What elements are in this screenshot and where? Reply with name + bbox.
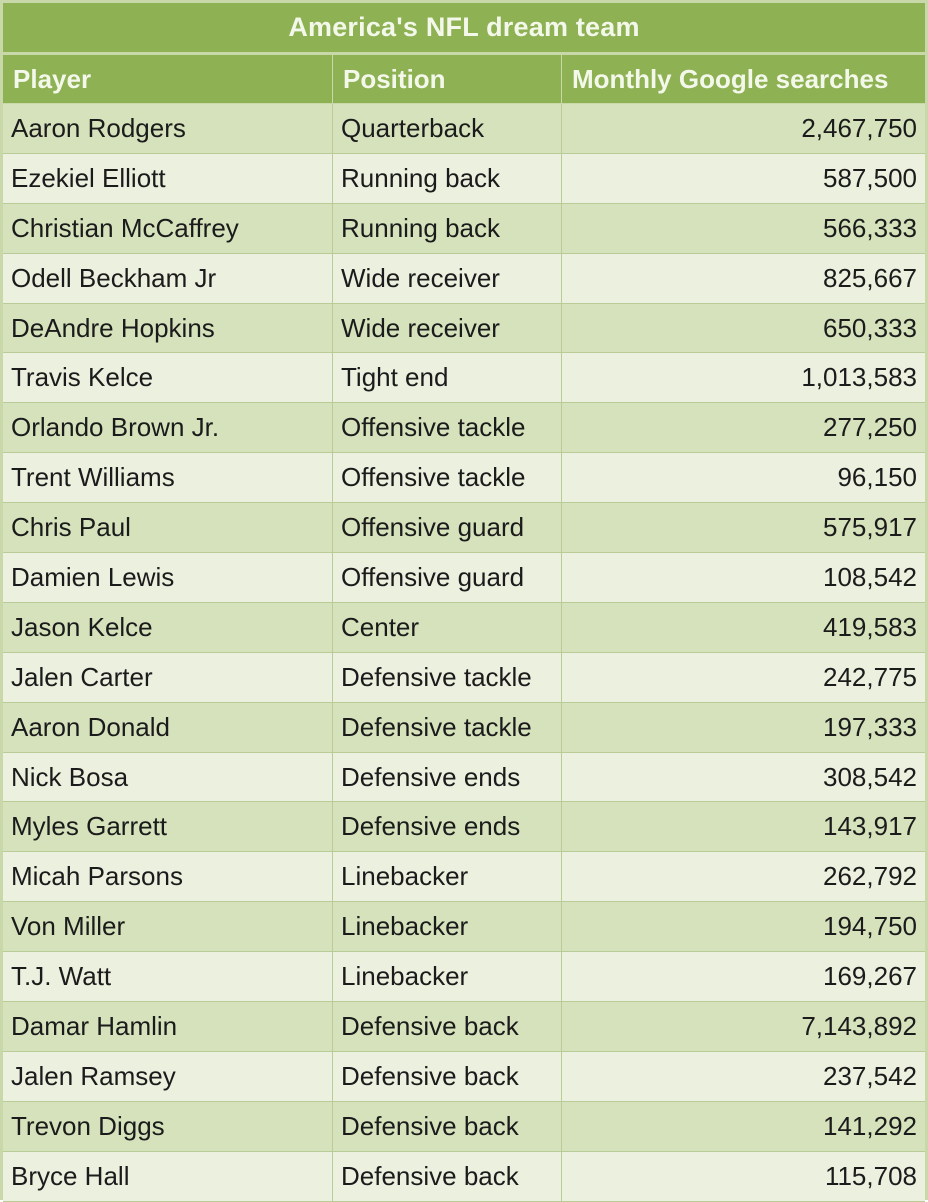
table-row: Nick Bosa Defensive ends 308,542	[3, 752, 925, 803]
searches-cell: 2,467,750	[801, 112, 917, 143]
table-title: America's NFL dream team	[3, 3, 925, 52]
table-row: Chris Paul Offensive guard 575,917	[3, 503, 925, 554]
player-cell: Damar Hamlin	[3, 1002, 333, 1051]
searches-cell: 242,775	[823, 661, 917, 692]
player-cell: Myles Garrett	[3, 802, 333, 852]
position-cell: Defensive back	[333, 1002, 562, 1051]
position-cell: Wide receiver	[333, 303, 562, 353]
header-monthly-searches: Monthly Google searches	[562, 55, 925, 103]
table-row: Bryce Hall Defensive back 115,708	[3, 1151, 925, 1202]
table-row: Aaron Rodgers Quarterback 2,467,750	[3, 104, 925, 154]
position-cell: Offensive guard	[333, 503, 562, 553]
position-cell: Defensive ends	[333, 752, 562, 802]
searches-cell: 141,292	[823, 1110, 917, 1141]
searches-cell: 108,542	[823, 561, 917, 592]
header-position: Position	[333, 55, 561, 103]
player-cell: Micah Parsons	[3, 852, 333, 902]
searches-cell: 194,750	[823, 911, 917, 942]
searches-cell: 1,013,583	[801, 362, 917, 393]
table-row: Micah Parsons Linebacker 262,792	[3, 852, 925, 903]
table-row: Trevon Diggs Defensive back 141,292	[3, 1101, 925, 1152]
player-cell: DeAndre Hopkins	[3, 303, 333, 353]
table-row: Odell Beckham Jr Wide receiver 825,667	[3, 253, 925, 304]
table-row: Damien Lewis Offensive guard 108,542	[3, 553, 925, 603]
position-cell: Linebacker	[333, 852, 562, 902]
player-cell: Odell Beckham Jr	[3, 253, 333, 303]
searches-cell: 308,542	[823, 761, 917, 792]
table-row: Von Miller Linebacker 194,750	[3, 902, 925, 953]
table-row: Jalen Ramsey Defensive back 237,542	[3, 1051, 925, 1102]
table-row: T.J. Watt Linebacker 169,267	[3, 952, 925, 1003]
table-row: Damar Hamlin Defensive back 7,143,892	[3, 1002, 925, 1052]
searches-cell: 115,708	[824, 1160, 917, 1191]
player-cell: Chris Paul	[3, 503, 333, 553]
searches-cell: 96,150	[837, 462, 917, 493]
player-cell: Aaron Rodgers	[3, 104, 333, 153]
position-cell: Running back	[333, 203, 562, 253]
player-cell: Damien Lewis	[3, 553, 333, 602]
player-cell: Nick Bosa	[3, 752, 333, 802]
player-cell: Jalen Carter	[3, 652, 333, 702]
table-row: Jalen Carter Defensive tackle 242,775	[3, 652, 925, 703]
searches-cell: 575,917	[823, 512, 917, 543]
player-cell: Bryce Hall	[3, 1151, 333, 1201]
player-cell: Christian McCaffrey	[3, 203, 333, 253]
searches-cell: 419,583	[823, 611, 917, 642]
player-cell: Trevon Diggs	[3, 1101, 333, 1151]
table-row: Ezekiel Elliott Running back 587,500	[3, 153, 925, 204]
position-cell: Center	[333, 602, 562, 652]
table-row: Myles Garrett Defensive ends 143,917	[3, 802, 925, 853]
searches-cell: 650,333	[823, 312, 917, 343]
searches-cell: 566,333	[823, 212, 917, 243]
searches-cell: 825,667	[823, 262, 917, 293]
table-row: Aaron Donald Defensive tackle 197,333	[3, 702, 925, 753]
table-body: Aaron Rodgers Quarterback 2,467,750 Ezekiel…	[3, 104, 925, 1202]
player-cell: Jalen Ramsey	[3, 1051, 333, 1101]
player-cell: T.J. Watt	[3, 952, 333, 1002]
searches-cell: 237,542	[823, 1060, 917, 1091]
searches-cell: 587,500	[823, 162, 917, 193]
searches-cell: 262,792	[823, 861, 917, 892]
position-cell: Defensive back	[333, 1151, 562, 1201]
table-row: Trent Williams Offensive tackle 96,150	[3, 453, 925, 504]
header-player: Player	[3, 55, 332, 103]
searches-cell: 7,143,892	[801, 1010, 917, 1041]
table-row: Travis Kelce Tight end 1,013,583	[3, 353, 925, 404]
position-cell: Tight end	[333, 353, 562, 403]
position-cell: Linebacker	[333, 902, 562, 952]
position-cell: Offensive guard	[333, 553, 562, 602]
position-cell: Defensive tackle	[333, 702, 562, 752]
table-row: DeAndre Hopkins Wide receiver 650,333	[3, 303, 925, 354]
player-cell: Orlando Brown Jr.	[3, 403, 333, 453]
player-cell: Travis Kelce	[3, 353, 333, 403]
position-cell: Offensive tackle	[333, 453, 562, 503]
player-cell: Jason Kelce	[3, 602, 333, 652]
player-cell: Aaron Donald	[3, 702, 333, 752]
player-cell: Von Miller	[3, 902, 333, 952]
table-row: Christian McCaffrey Running back 566,333	[3, 203, 925, 254]
position-cell: Running back	[333, 153, 562, 203]
position-cell: Offensive tackle	[333, 403, 562, 453]
position-cell: Wide receiver	[333, 253, 562, 303]
table-row: Orlando Brown Jr. Offensive tackle 277,250	[3, 403, 925, 454]
searches-cell: 143,917	[823, 811, 917, 842]
position-cell: Linebacker	[333, 952, 562, 1002]
position-cell: Defensive tackle	[333, 652, 562, 702]
position-cell: Quarterback	[333, 104, 562, 153]
position-cell: Defensive ends	[333, 802, 562, 852]
table-row: Jason Kelce Center 419,583	[3, 602, 925, 653]
position-cell: Defensive back	[333, 1101, 562, 1151]
searches-cell: 197,333	[823, 711, 917, 742]
player-cell: Ezekiel Elliott	[3, 153, 333, 203]
position-cell: Defensive back	[333, 1051, 562, 1101]
searches-cell: 169,267	[823, 961, 917, 992]
searches-cell: 277,250	[823, 412, 917, 443]
player-cell: Trent Williams	[3, 453, 333, 503]
